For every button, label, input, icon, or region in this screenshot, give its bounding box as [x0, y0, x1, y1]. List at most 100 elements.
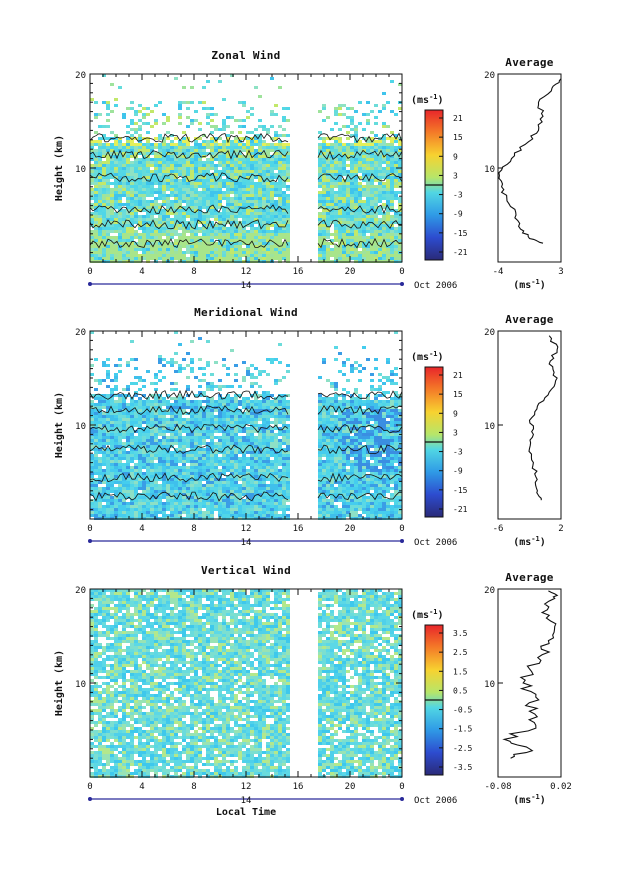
- heatmap-cell: [146, 439, 150, 442]
- heatmap-cell: [186, 352, 190, 355]
- heatmap-cell: [338, 451, 342, 454]
- heatmap-cell: [238, 430, 242, 433]
- heatmap-cell: [338, 436, 342, 439]
- heatmap-cell: [182, 164, 186, 167]
- heatmap-cell: [138, 161, 142, 164]
- heatmap-cell: [354, 451, 358, 454]
- heatmap-cell: [362, 209, 366, 212]
- heatmap-cell: [226, 188, 230, 191]
- heatmap-cell: [190, 403, 194, 406]
- heatmap-cell: [174, 191, 178, 194]
- heatmap-cell: [98, 242, 102, 245]
- heatmap-cell: [102, 101, 106, 104]
- heatmap-cell: [398, 140, 402, 143]
- heatmap-cell: [374, 146, 378, 149]
- heatmap-cell: [386, 236, 390, 239]
- heatmap-cell: [210, 373, 214, 376]
- heatmap-cell: [138, 137, 142, 140]
- heatmap-cell: [170, 254, 174, 257]
- heatmap-cell: [370, 182, 374, 185]
- heatmap-cell: [202, 436, 206, 439]
- heatmap-cell: [210, 152, 214, 155]
- heatmap-cell: [394, 454, 398, 457]
- heatmap-cell: [338, 206, 342, 209]
- heatmap-cell: [226, 412, 230, 415]
- heatmap-cell: [214, 215, 218, 218]
- heatmap-cell: [162, 239, 166, 242]
- heatmap-cell: [354, 361, 358, 364]
- heatmap-cell: [118, 460, 122, 463]
- heatmap-cell: [258, 146, 262, 149]
- heatmap-cell: [106, 161, 110, 164]
- heatmap-cell: [354, 173, 358, 176]
- heatmap-cell: [378, 415, 382, 418]
- heatmap-cell: [266, 412, 270, 415]
- heatmap-cell: [114, 194, 118, 197]
- heatmap-cell: [258, 185, 262, 188]
- heatmap-cell: [250, 448, 254, 451]
- heatmap-cell: [334, 206, 338, 209]
- heatmap-cell: [326, 409, 330, 412]
- heatmap-cell: [342, 457, 346, 460]
- heatmap-cell: [374, 424, 378, 427]
- heatmap-cell: [234, 146, 238, 149]
- heatmap-cell: [390, 158, 394, 161]
- heatmap-cell: [158, 137, 162, 140]
- heatmap-cell: [134, 152, 138, 155]
- heatmap-cell: [374, 442, 378, 445]
- heatmap-cell: [338, 463, 342, 466]
- heatmap-cell: [138, 379, 142, 382]
- heatmap-cell: [134, 382, 138, 385]
- heatmap-cell: [226, 454, 230, 457]
- heatmap-cell: [390, 200, 394, 203]
- heatmap-cell: [138, 448, 142, 451]
- heatmap-cell: [94, 454, 98, 457]
- heatmap-cell: [98, 412, 102, 415]
- heatmap-cell: [210, 457, 214, 460]
- heatmap-cell: [318, 427, 322, 430]
- heatmap-cell: [374, 403, 378, 406]
- heatmap-cell: [158, 409, 162, 412]
- heatmap-cell: [342, 415, 346, 418]
- heatmap-cell: [174, 149, 178, 152]
- heatmap-cell: [118, 245, 122, 248]
- heatmap-cell: [162, 364, 166, 367]
- heatmap-cell: [138, 152, 142, 155]
- heatmap-cell: [258, 445, 262, 448]
- heatmap-cell: [370, 403, 374, 406]
- heatmap-cell: [214, 152, 218, 155]
- heatmap-cell: [190, 418, 194, 421]
- heatmap-cell: [342, 439, 346, 442]
- heatmap-cell: [178, 436, 182, 439]
- heatmap-cell: [142, 457, 146, 460]
- heatmap-cell: [270, 403, 274, 406]
- heatmap-cell: [362, 170, 366, 173]
- heatmap-cell: [126, 454, 130, 457]
- heatmap-cell: [262, 188, 266, 191]
- heatmap-cell: [94, 448, 98, 451]
- heatmap-cell: [214, 164, 218, 167]
- heatmap-cell: [270, 203, 274, 206]
- heatmap-cell: [374, 221, 378, 224]
- heatmap-cell: [94, 191, 98, 194]
- heatmap-cell: [282, 433, 286, 436]
- heatmap-cell: [170, 361, 174, 364]
- heatmap-cell: [346, 200, 350, 203]
- heatmap-cell: [146, 242, 150, 245]
- heatmap-cell: [226, 397, 230, 400]
- heatmap-cell: [278, 152, 282, 155]
- heatmap-cell: [338, 227, 342, 230]
- heatmap-cell: [226, 134, 230, 137]
- heatmap-cell: [114, 206, 118, 209]
- heatmap-cell: [146, 248, 150, 251]
- heatmap-cell: [318, 137, 322, 140]
- heatmap-cell: [186, 194, 190, 197]
- heatmap-cell: [126, 254, 130, 257]
- heatmap-cell: [110, 221, 114, 224]
- heatmap-cell: [222, 451, 226, 454]
- heatmap-cell: [382, 152, 386, 155]
- heatmap-cell: [394, 212, 398, 215]
- heatmap-cell: [182, 457, 186, 460]
- heatmap-cell: [282, 394, 286, 397]
